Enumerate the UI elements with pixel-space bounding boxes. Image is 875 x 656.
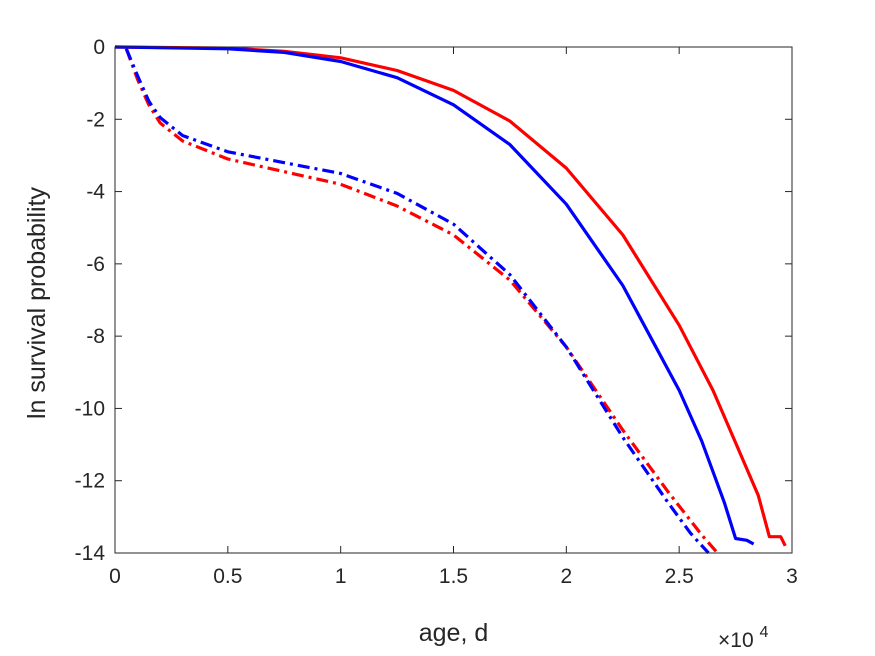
x-tick-label: 0.5 bbox=[213, 565, 242, 588]
x-tick-label: 0 bbox=[109, 565, 121, 588]
series-line-3 bbox=[124, 48, 719, 555]
x-axis-label: age, d bbox=[419, 619, 489, 647]
series-line-2 bbox=[114, 45, 755, 546]
series-line-4 bbox=[124, 48, 710, 555]
y-tick-label: -8 bbox=[86, 325, 105, 348]
y-axis-label: ln survival probability bbox=[23, 186, 51, 419]
x-tick-label: 2 bbox=[560, 565, 572, 588]
series-layer bbox=[114, 45, 787, 555]
y-tick-label: -4 bbox=[86, 181, 105, 204]
x-axis-multiplier: ×10 4 bbox=[718, 624, 768, 652]
series-line-1 bbox=[114, 45, 787, 547]
y-tick-label: 0 bbox=[93, 36, 105, 59]
x-tick-label: 2.5 bbox=[665, 565, 694, 588]
x-tick-label: 1 bbox=[335, 565, 347, 588]
x-axis-multiplier-exponent: 4 bbox=[759, 624, 768, 641]
x-tick-label: 1.5 bbox=[439, 565, 468, 588]
x-tick-label: 3 bbox=[786, 565, 798, 588]
plot-frame bbox=[114, 46, 793, 554]
y-tick-label: -2 bbox=[86, 108, 105, 131]
x-axis-multiplier-base: ×10 bbox=[718, 629, 754, 652]
tick-layer: 0 0.5 1 1.5 2 2.5 3 0 -2 -4 -6 -8 -10 -12 -14 bbox=[75, 36, 798, 588]
y-tick-label: -14 bbox=[75, 542, 106, 565]
y-tick-label: -6 bbox=[86, 253, 105, 276]
y-tick-label: -12 bbox=[75, 470, 105, 493]
y-tick-label: -10 bbox=[75, 397, 105, 420]
